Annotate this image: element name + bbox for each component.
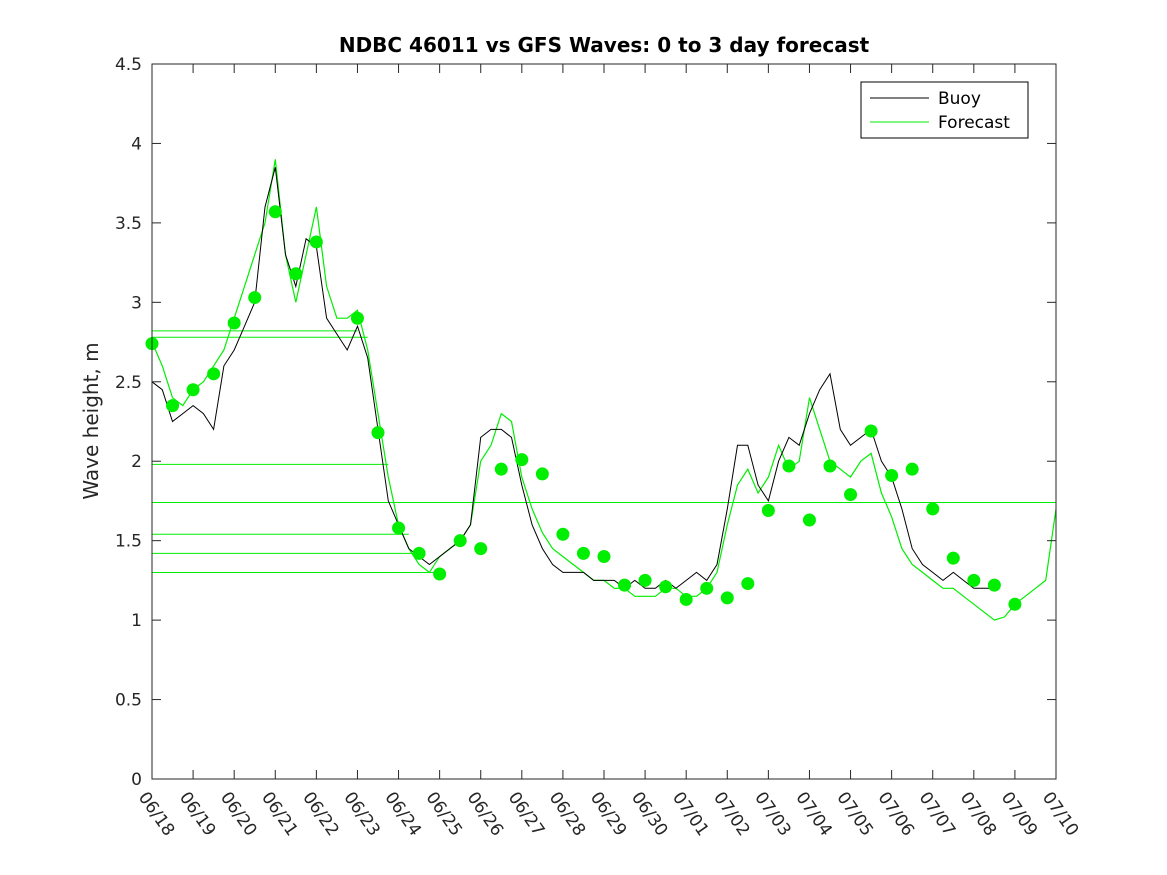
forecast-marker bbox=[392, 521, 406, 535]
forecast-marker bbox=[248, 291, 262, 305]
forecast-marker bbox=[618, 578, 632, 592]
data-layer bbox=[145, 159, 1057, 621]
forecast-marker bbox=[638, 573, 652, 587]
forecast-marker bbox=[289, 267, 303, 281]
forecast-marker bbox=[186, 383, 200, 397]
forecast-marker bbox=[474, 542, 488, 556]
legend: Buoy Forecast bbox=[860, 81, 1029, 139]
y-axis-label: Wave height, m bbox=[79, 342, 103, 499]
chart-title: NDBC 46011 vs GFS Waves: 0 to 3 day fore… bbox=[339, 33, 870, 57]
y-tick-label: 2.5 bbox=[115, 373, 142, 393]
y-tick-label: 0.5 bbox=[115, 691, 142, 711]
legend-box bbox=[860, 81, 1029, 139]
forecast-marker bbox=[761, 503, 775, 517]
forecast-marker bbox=[535, 467, 549, 481]
forecast-marker bbox=[166, 399, 180, 413]
forecast-marker bbox=[700, 581, 714, 595]
y-tick-label: 1 bbox=[131, 611, 142, 631]
forecast-marker bbox=[967, 573, 981, 587]
forecast-marker bbox=[227, 316, 241, 330]
y-tick-label: 3.5 bbox=[115, 214, 142, 234]
forecast-marker bbox=[309, 235, 323, 249]
y-tick-label: 4 bbox=[131, 134, 142, 154]
forecast-marker bbox=[207, 367, 221, 381]
legend-label-forecast: Forecast bbox=[938, 113, 1010, 133]
y-tick-label: 4.5 bbox=[115, 55, 142, 75]
forecast-marker bbox=[987, 578, 1001, 592]
forecast-marker bbox=[926, 502, 940, 516]
y-tick-label: 3 bbox=[131, 293, 142, 313]
forecast-marker bbox=[823, 459, 837, 473]
forecast-marker bbox=[741, 577, 755, 591]
forecast-marker bbox=[453, 534, 467, 548]
forecast-marker bbox=[1008, 597, 1022, 611]
forecast-marker bbox=[782, 459, 796, 473]
y-tick-label: 2 bbox=[131, 452, 142, 472]
forecast-marker bbox=[720, 591, 734, 605]
forecast-marker bbox=[802, 513, 816, 527]
forecast-marker bbox=[659, 580, 673, 594]
forecast-marker bbox=[371, 426, 385, 440]
forecast-marker bbox=[576, 546, 590, 560]
forecast-marker bbox=[864, 424, 878, 438]
forecast-marker bbox=[412, 546, 426, 560]
forecast-marker bbox=[268, 205, 282, 219]
forecast-marker bbox=[350, 311, 364, 325]
legend-label-buoy: Buoy bbox=[938, 89, 981, 109]
plot-area bbox=[152, 64, 1056, 779]
forecast-marker bbox=[597, 550, 611, 564]
forecast-marker bbox=[844, 488, 858, 502]
forecast-marker bbox=[905, 462, 919, 476]
forecast-marker bbox=[556, 527, 570, 541]
y-tick-label: 0 bbox=[131, 770, 142, 790]
y-tick-label: 1.5 bbox=[115, 532, 142, 552]
forecast-marker bbox=[433, 567, 447, 581]
forecast-marker bbox=[885, 469, 899, 483]
forecast-marker bbox=[494, 462, 508, 476]
forecast-marker bbox=[515, 453, 529, 467]
forecast-marker bbox=[946, 551, 960, 565]
forecast-marker bbox=[679, 592, 693, 606]
